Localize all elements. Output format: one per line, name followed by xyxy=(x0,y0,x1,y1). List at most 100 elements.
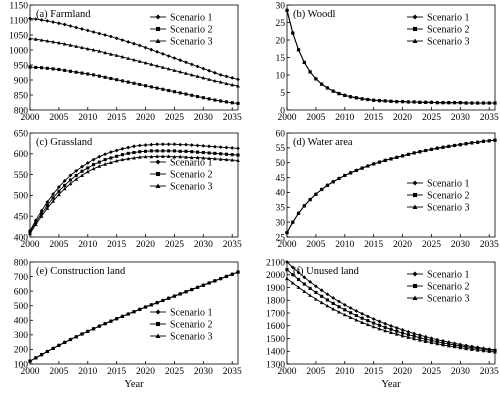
x-tick-label: 2020 xyxy=(136,367,155,377)
data-point xyxy=(45,349,50,353)
data-point xyxy=(331,89,336,93)
x-tick-label: 2030 xyxy=(194,367,213,377)
x-tick-label: 2015 xyxy=(107,367,126,377)
data-point xyxy=(296,270,301,275)
data-point xyxy=(395,329,399,333)
data-point xyxy=(189,62,194,67)
data-point xyxy=(412,336,417,341)
x-tick-label: 2000 xyxy=(21,240,40,250)
data-point xyxy=(412,100,417,104)
data-point xyxy=(230,82,235,87)
data-point xyxy=(412,334,416,338)
data-point xyxy=(224,145,229,150)
data-point xyxy=(452,143,457,147)
data-point xyxy=(236,270,240,274)
data-point xyxy=(389,327,393,331)
data-point xyxy=(114,148,119,153)
data-point xyxy=(68,181,73,186)
data-point xyxy=(189,73,194,77)
data-point xyxy=(39,66,44,70)
data-point xyxy=(360,311,365,316)
data-point xyxy=(441,342,445,347)
data-point xyxy=(389,323,393,328)
data-point xyxy=(149,154,154,159)
data-point xyxy=(28,16,32,21)
data-point xyxy=(389,99,393,103)
data-point xyxy=(178,58,183,63)
data-point xyxy=(342,173,347,178)
data-point xyxy=(417,338,422,342)
legend-label: Scenario 3 xyxy=(427,294,470,305)
data-point xyxy=(108,160,113,165)
x-tick-label: 2025 xyxy=(422,240,441,250)
data-point xyxy=(178,142,183,147)
x-tick-label: 2030 xyxy=(451,367,470,377)
data-point xyxy=(296,277,301,282)
data-point xyxy=(290,220,295,224)
data-point xyxy=(149,302,154,307)
legend-marker xyxy=(412,283,418,289)
plot-frame xyxy=(29,4,239,111)
data-point xyxy=(115,78,119,82)
data-point xyxy=(155,300,160,305)
data-point xyxy=(285,230,289,235)
legend-marker xyxy=(412,295,418,300)
data-point xyxy=(91,326,96,331)
data-point xyxy=(481,101,486,105)
data-point xyxy=(56,21,61,26)
legend-label: Scenario 1 xyxy=(427,179,470,190)
data-point xyxy=(417,100,422,104)
data-point xyxy=(360,96,365,101)
data-point xyxy=(285,276,289,281)
data-point xyxy=(342,312,347,317)
y-tick-label: 600 xyxy=(14,287,29,297)
data-point xyxy=(195,155,200,160)
data-point xyxy=(412,151,417,155)
data-point xyxy=(143,149,148,153)
data-point xyxy=(313,284,318,289)
data-point xyxy=(290,281,295,285)
data-point xyxy=(207,151,211,155)
data-point xyxy=(172,68,177,72)
data-point xyxy=(28,359,32,363)
legend-marker xyxy=(155,309,161,315)
data-point xyxy=(143,45,148,50)
data-point xyxy=(132,144,136,149)
data-point xyxy=(74,44,79,48)
y-tick-label: 800 xyxy=(14,258,29,268)
legend-marker xyxy=(155,171,161,177)
data-point xyxy=(103,75,107,79)
data-point xyxy=(285,260,289,264)
data-point xyxy=(62,42,67,46)
legend-marker xyxy=(155,38,161,43)
data-point xyxy=(377,319,382,324)
data-point xyxy=(337,305,341,309)
data-point xyxy=(97,74,101,78)
data-point xyxy=(400,327,405,332)
data-point xyxy=(218,80,223,84)
panel-title: (c) Grassland xyxy=(36,137,93,148)
x-tick-label: 2005 xyxy=(306,367,325,377)
data-point xyxy=(201,143,206,148)
data-point xyxy=(51,192,56,197)
data-point xyxy=(308,279,313,284)
x-tick-label: 2035 xyxy=(480,113,499,123)
data-point xyxy=(389,156,393,161)
data-point xyxy=(91,166,96,171)
y-tick-label: 30 xyxy=(276,1,286,11)
chart-panel-4: 25 30 35 40 45 50 55 60 2000 2005 2010 2015 2020 2025… xyxy=(276,129,499,250)
x-tick-label: 2010 xyxy=(78,367,97,377)
data-point xyxy=(236,77,240,82)
y-tick-label: 900 xyxy=(14,76,29,86)
data-point xyxy=(33,37,38,41)
y-tick-label: 60 xyxy=(276,129,286,139)
data-point xyxy=(417,333,422,338)
data-point xyxy=(137,59,142,63)
data-point xyxy=(458,100,463,105)
x-tick-label: 2015 xyxy=(107,113,126,123)
data-point xyxy=(417,149,422,154)
legend-label: Scenario 3 xyxy=(170,332,213,343)
data-point xyxy=(166,142,171,147)
